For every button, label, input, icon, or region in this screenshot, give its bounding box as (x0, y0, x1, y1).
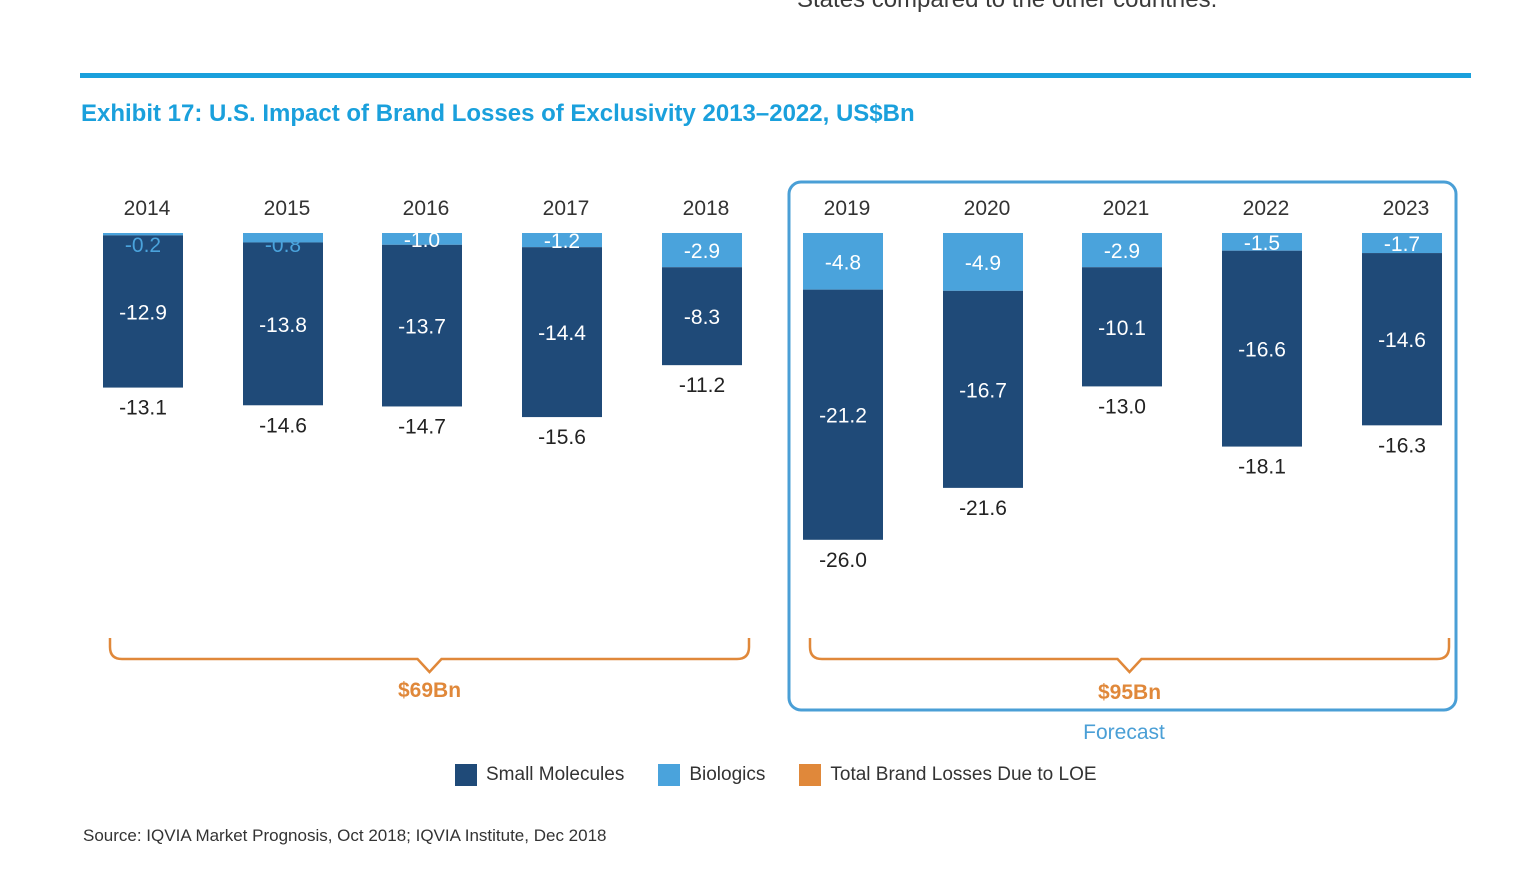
bar-small-molecules-2022 (1222, 250, 1302, 447)
year-label-2016: 2016 (403, 197, 450, 220)
label-total-2015: -14.6 (259, 414, 307, 437)
label-total-2021: -13.0 (1098, 395, 1146, 418)
legend-item-total-loe: Total Brand Losses Due to LOE (799, 764, 1097, 786)
bar-biologics-2023 (1362, 233, 1442, 254)
year-label-2019: 2019 (824, 197, 871, 220)
bracket-2 (808, 638, 1451, 674)
chart-legend: Small Molecules Biologics Total Brand Lo… (455, 764, 1131, 786)
bar-biologics-2015 (243, 233, 323, 243)
bar-small-molecules-2021 (1082, 267, 1162, 387)
year-label-2018: 2018 (683, 197, 730, 220)
year-label-2015: 2015 (264, 197, 311, 220)
label-total-2022: -18.1 (1238, 456, 1286, 479)
label-small-molecules-2020: -16.7 (959, 379, 1007, 402)
bar-biologics-2019 (803, 233, 883, 290)
bar-small-molecules-2015 (243, 242, 323, 406)
legend-label-small-molecules: Small Molecules (486, 764, 625, 785)
label-total-2014: -13.1 (119, 397, 167, 420)
label-biologics-2014: -0.2 (125, 234, 161, 257)
label-small-molecules-2017: -14.4 (538, 322, 586, 345)
bar-small-molecules-2014 (103, 235, 183, 388)
bracket-1 (108, 638, 751, 674)
legend-swatch-total-loe (799, 764, 822, 786)
label-total-2017: -15.6 (538, 426, 586, 449)
label-biologics-2023: -1.7 (1384, 233, 1420, 256)
label-biologics-2020: -4.9 (965, 252, 1001, 275)
year-label-2014: 2014 (124, 197, 171, 220)
label-small-molecules-2022: -16.6 (1238, 339, 1286, 362)
bar-biologics-2018 (662, 233, 742, 268)
legend-label-biologics: Biologics (689, 764, 766, 785)
source-note: Source: IQVIA Market Prognosis, Oct 2018… (83, 826, 607, 845)
label-small-molecules-2021: -10.1 (1098, 317, 1146, 340)
stacked-bar-chart: 2014 -0.2 -12.9 -13.1 2015 -0.8 -13.8 -14.6 2016… (103, 180, 1458, 712)
label-small-molecules-2015: -13.8 (259, 314, 307, 337)
label-small-molecules-2019: -21.2 (819, 405, 867, 428)
legend-swatch-small-molecules (455, 764, 477, 786)
year-label-2022: 2022 (1243, 197, 1290, 220)
bracket-total-label-1: $69Bn (398, 679, 461, 702)
legend-swatch-biologics (658, 764, 681, 786)
label-total-2016: -14.7 (398, 415, 446, 438)
label-biologics-2015: -0.8 (265, 234, 301, 257)
bar-biologics-2022 (1222, 233, 1302, 251)
label-small-molecules-2014: -12.9 (119, 301, 167, 324)
year-label-2020: 2020 (964, 197, 1011, 220)
label-total-2020: -21.6 (959, 497, 1007, 520)
year-label-2021: 2021 (1103, 197, 1150, 220)
label-biologics-2021: -2.9 (1104, 240, 1140, 263)
year-label-2023: 2023 (1383, 197, 1430, 220)
header-rule (80, 73, 1471, 78)
forecast-label: Forecast (1083, 721, 1165, 744)
chart-title: Exhibit 17: U.S. Impact of Brand Losses … (81, 100, 915, 127)
bracket-total-label-2: $95Bn (1098, 681, 1161, 704)
bar-small-molecules-2020 (943, 290, 1023, 488)
bar-small-molecules-2019 (803, 289, 883, 540)
year-label-2017: 2017 (543, 197, 590, 220)
bar-small-molecules-2023 (1362, 253, 1442, 426)
label-biologics-2016: -1.0 (404, 229, 440, 252)
bar-small-molecules-2018 (662, 267, 742, 366)
bar-biologics-2014 (103, 233, 183, 236)
bar-small-molecules-2017 (522, 247, 602, 418)
bar-biologics-2017 (522, 233, 602, 248)
label-small-molecules-2018: -8.3 (684, 306, 720, 329)
label-small-molecules-2023: -14.6 (1378, 329, 1426, 352)
label-biologics-2022: -1.5 (1244, 232, 1280, 255)
legend-item-small-molecules: Small Molecules (455, 764, 624, 786)
label-biologics-2019: -4.8 (825, 251, 861, 274)
bar-biologics-2020 (943, 233, 1023, 291)
bar-biologics-2016 (382, 233, 462, 245)
legend-label-total-loe: Total Brand Losses Due to LOE (830, 764, 1097, 785)
legend-item-biologics: Biologics (658, 764, 765, 786)
label-small-molecules-2016: -13.7 (398, 316, 446, 339)
label-total-2018: -11.2 (679, 374, 725, 397)
bar-biologics-2021 (1082, 233, 1162, 268)
label-total-2023: -16.3 (1378, 434, 1426, 457)
preceding-text-fragment: States compared to the other countries. (797, 0, 1217, 14)
label-biologics-2018: -2.9 (684, 240, 720, 263)
forecast-box (787, 180, 1458, 712)
bar-small-molecules-2016 (382, 244, 462, 407)
label-total-2019: -26.0 (819, 549, 867, 572)
label-biologics-2017: -1.2 (544, 230, 580, 253)
